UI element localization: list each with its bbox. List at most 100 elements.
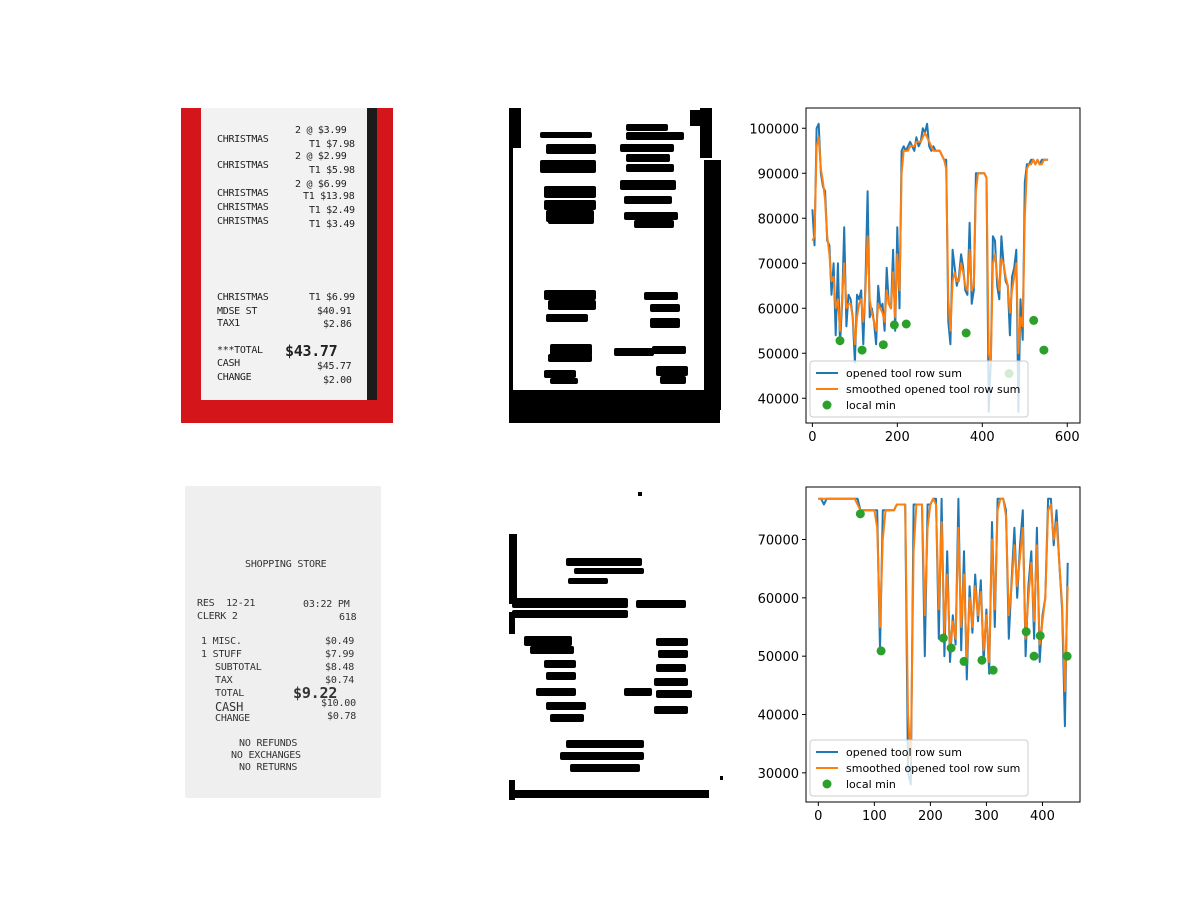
receipt-line: MDSE ST	[217, 306, 258, 317]
binary-edge	[509, 534, 517, 604]
x-tick-label: 400	[1030, 809, 1055, 824]
receipt-line: $0.78	[327, 711, 357, 722]
y-tick-label: 70000	[758, 257, 799, 272]
receipt-line: NO RETURNS	[239, 762, 298, 773]
y-tick-label: 50000	[758, 650, 799, 665]
text-blob	[560, 752, 644, 760]
y-tick-label: 100000	[750, 122, 799, 137]
text-blob	[566, 558, 642, 566]
x-tick-label: 0	[814, 809, 822, 824]
local-min-point	[1029, 651, 1039, 661]
text-blob	[656, 366, 688, 376]
local-min-point	[946, 643, 956, 653]
text-blob	[654, 706, 688, 714]
receipt-line: CHANGE	[217, 372, 252, 383]
x-tick-label: 200	[918, 809, 943, 824]
receipt-line: ***TOTAL	[217, 345, 263, 356]
text-blob	[624, 196, 672, 204]
text-blob	[620, 144, 674, 152]
y-tick-label: 40000	[758, 392, 799, 407]
local-min-point	[959, 656, 969, 666]
text-blob	[548, 354, 592, 362]
local-min-point	[1029, 315, 1039, 325]
text-blob	[656, 638, 688, 646]
receipt-line: 2 @ $2.99	[295, 151, 347, 162]
row-sum-chart-2: 0 100 200 300 400 30000 40000 50000 60000 70000 op…	[758, 486, 1081, 824]
receipt-line: RES 12-21	[197, 598, 256, 609]
text-blob	[650, 318, 680, 328]
text-blob	[644, 292, 678, 300]
receipt-line: CHRISTMAS	[217, 188, 269, 199]
receipt-line: CLERK 2	[197, 611, 238, 622]
local-min-point	[961, 328, 971, 338]
y-tick-label: 90000	[758, 167, 799, 182]
receipt-line: $0.74	[325, 675, 355, 686]
text-blob	[540, 160, 596, 173]
binary-edge	[704, 160, 721, 410]
receipt-line: 618	[339, 612, 357, 623]
text-blob	[660, 376, 686, 384]
local-min-point	[876, 646, 886, 656]
binary-edge	[638, 492, 642, 496]
local-min-point	[857, 345, 867, 355]
binary-edge	[513, 108, 521, 148]
receipt-line: $0.49	[325, 636, 355, 647]
x-tick-label: 0	[808, 430, 816, 445]
receipt-line: SHOPPING STORE	[245, 559, 327, 570]
text-blob	[566, 740, 644, 748]
receipt-line: $9.22	[293, 684, 338, 702]
legend-label: local min	[846, 778, 896, 791]
receipt-line: T1 $5.98	[309, 165, 355, 176]
binary-edge	[720, 776, 723, 780]
local-min-point	[1062, 651, 1072, 661]
text-blob	[654, 678, 688, 686]
text-blob	[546, 314, 588, 322]
local-min-point	[835, 336, 845, 346]
text-blob	[614, 348, 654, 356]
binary-edge	[509, 390, 709, 398]
text-blob	[624, 688, 652, 696]
legend-swatch	[822, 779, 832, 789]
text-blob	[548, 216, 594, 224]
x-tick-label: 600	[1055, 430, 1080, 445]
receipt-paper	[185, 486, 381, 798]
y-tick-label: 60000	[758, 592, 799, 607]
receipt-paper	[201, 108, 371, 400]
y-tick-label: 80000	[758, 212, 799, 227]
text-blob	[574, 568, 644, 574]
text-blob	[626, 164, 674, 172]
text-blob	[544, 370, 576, 378]
series-line	[811, 131, 1049, 364]
receipt-line: $45.77	[317, 361, 352, 372]
receipt-line: CHRISTMAS	[217, 202, 269, 213]
receipt-line: CASH	[217, 358, 240, 369]
text-blob	[550, 714, 584, 722]
receipt-line: $2.86	[323, 319, 352, 330]
text-blob	[626, 124, 668, 131]
receipt-line: $10.00	[321, 698, 356, 709]
legend-label: opened tool row sum	[846, 746, 962, 759]
text-blob	[550, 378, 578, 384]
receipt-line: TOTAL	[215, 688, 245, 699]
y-tick-label: 40000	[758, 709, 799, 724]
text-blob	[536, 688, 576, 696]
text-blob	[544, 186, 596, 198]
receipt-line: $7.99	[325, 649, 355, 660]
local-min-point	[901, 319, 911, 329]
x-tick-label: 400	[970, 430, 995, 445]
text-blob	[626, 132, 684, 140]
binarized-image-1	[509, 108, 721, 423]
local-min-point	[1035, 631, 1045, 641]
local-min-point	[938, 633, 948, 643]
text-blob	[636, 600, 686, 608]
text-blob	[570, 764, 640, 772]
text-blob	[524, 636, 572, 646]
text-blob	[568, 578, 608, 584]
receipt-line: CHRISTMAS	[217, 134, 269, 145]
receipt-shadow	[367, 108, 377, 400]
receipt-photo-1: CHRISTMAS 2 @ $3.99 T1 $7.98 CHRISTMAS 2 @ $…	[181, 108, 393, 423]
row-sum-chart-1: 0 200 400 600 40000 50000 60000 70000 80000 90000…	[750, 107, 1081, 445]
text-blob	[620, 180, 676, 190]
legend-label: local min	[846, 399, 896, 412]
receipt-line: 1 MISC.	[201, 636, 242, 647]
